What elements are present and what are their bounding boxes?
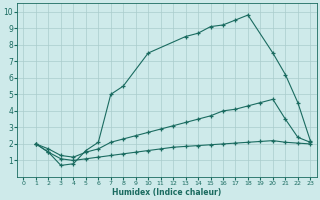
X-axis label: Humidex (Indice chaleur): Humidex (Indice chaleur) (112, 188, 221, 197)
